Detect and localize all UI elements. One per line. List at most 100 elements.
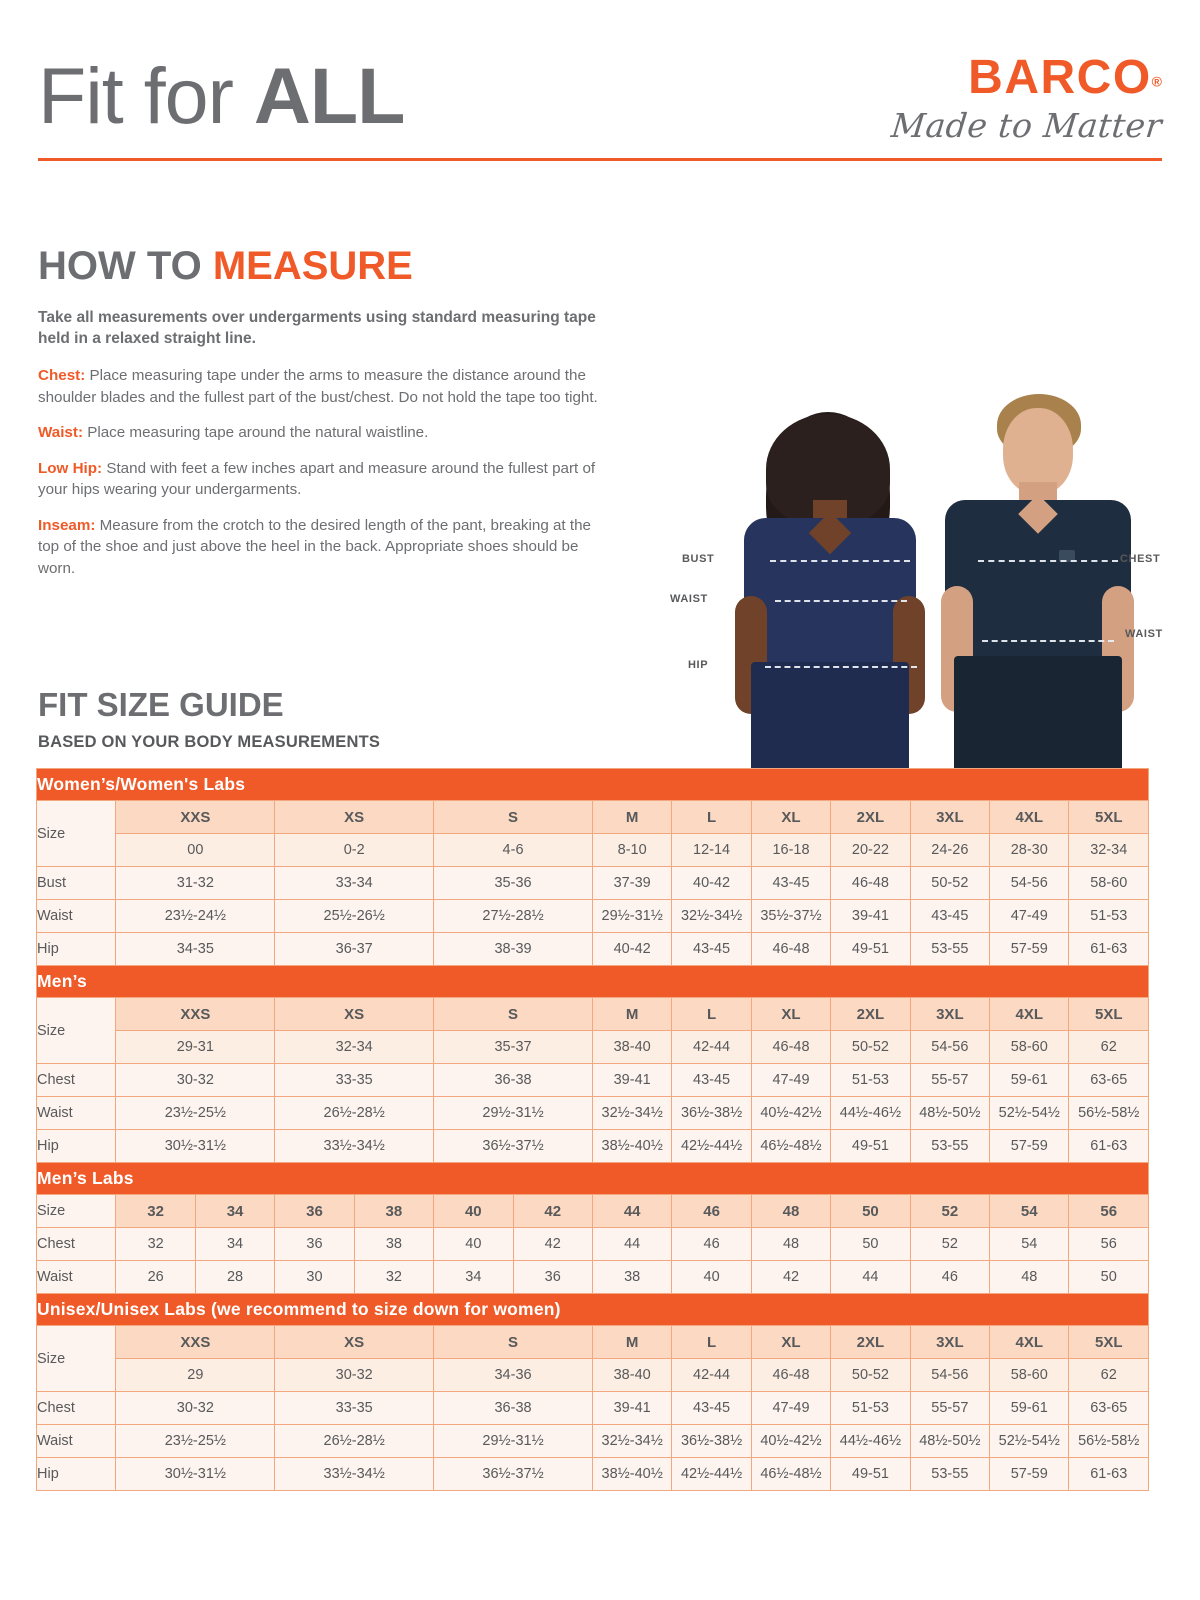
measurement-cell: 57-59 — [989, 932, 1070, 966]
numeric-size-cell: 46-48 — [750, 1358, 832, 1392]
measurement-cell: 37-39 — [591, 866, 673, 900]
brand-wordmark: BARCO — [968, 51, 1152, 104]
size-header-cell: 2XL — [830, 997, 911, 1031]
measurement-cell: 51-53 — [830, 1063, 911, 1097]
size-header-cell: 5XL — [1068, 800, 1149, 834]
table-row: Hip 30½-31½ 33½-34½ 36½-37½ 38½-40½ 42½-44½ 46… — [35, 1457, 1149, 1491]
measurement-cell: 40-42 — [591, 932, 673, 966]
measurement-cell: 30½-31½ — [115, 1129, 276, 1163]
page-title-bold: ALL — [253, 51, 406, 140]
numeric-size-cell: 46-48 — [750, 1030, 832, 1064]
table-row: Chest 32 34 36 38 40 42 44 46 48 50 52 54 56 — [35, 1227, 1149, 1261]
size-header-cell: 5XL — [1068, 1325, 1149, 1359]
measurement-cell: 34 — [194, 1227, 276, 1261]
table-row: Hip 30½-31½ 33½-34½ 36½-37½ 38½-40½ 42½-44½ 46… — [35, 1129, 1149, 1163]
measurement-cell: 36½-37½ — [433, 1457, 593, 1491]
measure-item-chest-label: Chest: — [38, 367, 86, 384]
size-header-cell: 42 — [512, 1194, 593, 1228]
measurement-cell: 44 — [830, 1260, 911, 1294]
measurement-cell: 50-52 — [909, 866, 991, 900]
page-title: Fit for ALL — [38, 48, 1162, 144]
size-chart-table: Women’s/Women's Labs Size XXS XS S M L XL 2XL 3XL… — [35, 768, 1149, 1491]
measurement-cell: 56 — [1068, 1227, 1149, 1261]
measurement-cell: 52½-54½ — [989, 1096, 1070, 1130]
male-waist-measure-line — [982, 640, 1114, 642]
measurement-cell: 46-48 — [830, 866, 911, 900]
measurement-cell: 43-45 — [671, 1391, 752, 1425]
measurement-cell: 29½-31½ — [433, 1096, 593, 1130]
table-row: Waist 23½-25½ 26½-28½ 29½-31½ 32½-34½ 36½-38½… — [35, 1096, 1149, 1130]
heading-accent: MEASURE — [212, 244, 413, 288]
size-header-cell: 54 — [989, 1194, 1070, 1228]
measurement-cell: 55-57 — [909, 1063, 991, 1097]
measurement-cell: 46 — [909, 1260, 991, 1294]
numeric-size-cell: 58-60 — [989, 1030, 1070, 1064]
measurement-cell: 42½-44½ — [671, 1457, 752, 1491]
measurement-cell: 46 — [671, 1227, 752, 1261]
measurement-cell: 23½-25½ — [115, 1424, 276, 1458]
size-header-cell: XXS — [115, 1325, 276, 1359]
measure-item-waist-label: Waist: — [38, 424, 83, 441]
measurement-cell: 61-63 — [1068, 1129, 1149, 1163]
table-row-size-header: Size XXS XS S M L XL 2XL 3XL 4XL 5XL — [35, 1325, 1149, 1392]
measurement-cell: 56½-58½ — [1068, 1424, 1149, 1458]
row-header-label: Chest — [35, 1063, 117, 1097]
label-chest: CHEST — [1120, 553, 1161, 565]
measurement-cell: 48½-50½ — [909, 1096, 991, 1130]
measurement-cell: 32½-34½ — [671, 899, 752, 933]
measurement-cell: 52½-54½ — [989, 1424, 1070, 1458]
measure-item-inseam: Inseam: Measure from the crotch to the d… — [38, 515, 608, 580]
female-model-illustration — [730, 400, 930, 798]
fit-size-guide-header: FIT SIZE GUIDE BASED ON YOUR BODY MEASUR… — [38, 685, 380, 752]
size-header-cell: M — [591, 997, 673, 1031]
measurement-cell: 49-51 — [830, 1457, 911, 1491]
size-header-cell: 46 — [671, 1194, 752, 1228]
header-divider — [38, 158, 1162, 161]
measurement-cell: 44½-46½ — [830, 1424, 911, 1458]
measurement-cell: 32 — [115, 1227, 196, 1261]
row-header-label: Hip — [35, 1129, 117, 1163]
measurement-cell: 34 — [433, 1260, 514, 1294]
brand-logo: BARCO® Made to Matter — [832, 51, 1164, 148]
measurement-cell: 36-37 — [274, 932, 435, 966]
size-header-cell: L — [671, 1325, 752, 1359]
numeric-size-cell: 34-36 — [433, 1358, 593, 1392]
measurement-cell: 40½-42½ — [750, 1424, 832, 1458]
size-header-cell: 52 — [909, 1194, 991, 1228]
table-row-size-header: Size 32 34 36 38 40 42 44 46 48 50 52 54 56 — [35, 1194, 1149, 1228]
measurement-cell: 49-51 — [830, 932, 911, 966]
size-header-cell: 5XL — [1068, 997, 1149, 1031]
measure-item-chest-text: Place measuring tape under the arms to m… — [38, 367, 598, 406]
measure-item-inseam-text: Measure from the crotch to the desired l… — [38, 516, 591, 577]
page-header: Fit for ALL BARCO® Made to Matter — [38, 48, 1164, 160]
table-row-numeric-sizes: 29-31 32-34 35-37 38-40 42-44 46-48 50-52 54-56… — [37, 1030, 1149, 1064]
measurement-cell: 33-35 — [274, 1063, 435, 1097]
measurement-cell: 26½-28½ — [274, 1424, 435, 1458]
measurement-cell: 48½-50½ — [909, 1424, 991, 1458]
measurement-cell: 46½-48½ — [750, 1129, 832, 1163]
size-header-cell: S — [433, 800, 593, 834]
measurement-diagram: BUST WAIST HIP CHEST WAIST — [660, 378, 1200, 798]
size-header-cell: 36 — [274, 1194, 355, 1228]
table-section-band: Unisex/Unisex Labs (we recommend to size… — [36, 1293, 1149, 1326]
measurement-cell: 51-53 — [1068, 899, 1149, 933]
measurement-cell: 46-48 — [750, 932, 832, 966]
bust-measure-line — [770, 560, 910, 562]
measurement-cell: 52 — [909, 1227, 991, 1261]
measurement-cell: 43-45 — [750, 866, 832, 900]
measurement-cell: 30 — [274, 1260, 355, 1294]
size-header-cell: 3XL — [909, 1325, 991, 1359]
size-header-cell: M — [591, 800, 673, 834]
table-row: Chest 30-32 33-35 36-38 39-41 43-45 47-49 51-53… — [35, 1391, 1149, 1425]
numeric-size-cell: 20-22 — [830, 833, 911, 867]
size-header-cell: XL — [750, 800, 832, 834]
numeric-size-cell: 54-56 — [909, 1358, 991, 1392]
numeric-size-cell: 54-56 — [909, 1030, 991, 1064]
measurement-cell: 30½-31½ — [115, 1457, 276, 1491]
size-header-cell: 4XL — [989, 800, 1070, 834]
measurement-cell: 59-61 — [989, 1391, 1070, 1425]
measurement-cell: 29½-31½ — [591, 899, 673, 933]
measurement-cell: 56½-58½ — [1068, 1096, 1149, 1130]
label-waist: WAIST — [670, 593, 708, 605]
